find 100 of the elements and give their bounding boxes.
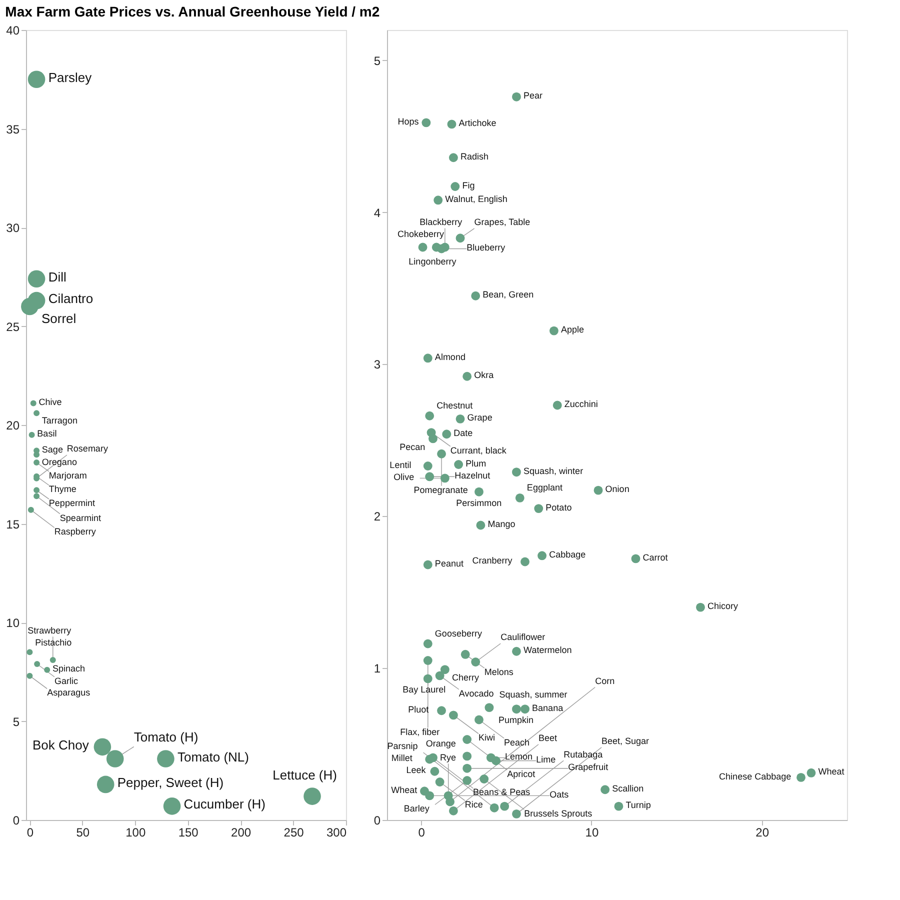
annotation: Pistachio: [35, 637, 72, 648]
annotation: Pomegranate: [414, 484, 468, 495]
annotation: Beet, Sugar: [602, 736, 650, 746]
annotation: Peanut: [434, 558, 464, 569]
annotation: Radish: [460, 151, 489, 162]
annotation: Okra: [474, 370, 494, 380]
annotation: Cabbage: [549, 549, 586, 560]
annotation: Peppermint: [48, 498, 96, 508]
x-tick-label: 50: [76, 826, 90, 840]
annotation: Sage: [42, 444, 63, 454]
y-tick-label: 15: [6, 517, 20, 532]
annotation: Mango: [488, 519, 516, 530]
annotation: Fig: [462, 180, 475, 190]
annotation: Chinese Cabbage: [719, 771, 792, 782]
annotation: Scallion: [612, 783, 644, 794]
annotation: Apricot: [507, 769, 536, 780]
annotation: Blueberry: [466, 242, 506, 253]
annotation: Millet: [391, 753, 413, 764]
annotation: Basil: [37, 428, 57, 439]
annotation: Pear: [524, 90, 543, 101]
y-tick-label: 35: [6, 122, 20, 136]
y-tick-label: 3: [374, 358, 381, 372]
annotation: Oregano: [42, 456, 77, 467]
annotation: Garlic: [54, 676, 78, 686]
annotation: Pepper, Sweet (H): [117, 774, 224, 790]
annotation: Squash, winter: [524, 466, 584, 476]
y-tick-label: 25: [6, 320, 20, 334]
annotation: Bay Laurel: [402, 684, 446, 695]
annotation: Bok Choy: [32, 737, 90, 752]
annotation: Cilantro: [48, 291, 94, 306]
chart-title: Max Farm Gate Prices vs. Annual Greenhouse Yield / m2: [5, 4, 380, 20]
y-tick-label: 10: [6, 616, 20, 630]
annotation: Chive: [38, 397, 62, 408]
annotation: Olive: [394, 472, 414, 482]
annotation: Rosemary: [66, 444, 108, 454]
annotation: Lingonberry: [408, 256, 457, 266]
y-tick-label: 30: [6, 221, 20, 235]
annotation: Wheat: [818, 766, 845, 777]
annotation: Artichoke: [458, 118, 496, 128]
annotation: Orange: [426, 738, 456, 748]
annotation: Squash, summer: [499, 690, 568, 700]
annotation: Rutabaga: [564, 749, 603, 760]
annotation: Raspberry: [54, 526, 96, 537]
y-tick-label: 1: [374, 662, 381, 676]
x-tick-label: 200: [231, 826, 252, 840]
annotation: Lime: [536, 754, 556, 765]
annotation: Spearmint: [60, 512, 102, 523]
annotation: Wheat: [391, 784, 418, 795]
x-tick-label: 150: [178, 826, 199, 840]
x-tick-label: 0: [26, 826, 34, 840]
annotation: Carrot: [642, 552, 668, 563]
y-tick-label: 0: [12, 814, 20, 828]
annotation: Gooseberry: [434, 628, 482, 638]
annotation: Lentil: [390, 460, 412, 470]
annotation: Almond: [434, 352, 466, 362]
annotation: Pluot: [408, 704, 430, 714]
annotation: Banana: [532, 702, 564, 713]
annotation: Pecan: [400, 442, 426, 452]
annotation: Potato: [546, 502, 572, 512]
x-tick-label: 250: [284, 826, 304, 840]
y-tick-label: 4: [374, 206, 381, 220]
annotation: Spinach: [52, 664, 86, 674]
annotation: Asparagus: [47, 688, 91, 698]
annotation: Melons: [484, 667, 514, 678]
annotation: Marjoram: [48, 470, 87, 480]
annotation: Turnip: [626, 800, 651, 810]
annotation: Grapes, Table: [474, 217, 530, 228]
annotation: Flax, fiber: [400, 726, 440, 737]
annotation: Grape: [467, 412, 492, 423]
annotation: Tarragon: [42, 415, 78, 426]
annotation: Peach: [504, 737, 530, 748]
annotation: Cucumber (H): [184, 796, 266, 812]
x-tick-label: 300: [326, 826, 347, 840]
annotation: Plum: [466, 458, 486, 468]
y-tick-label: 5: [12, 714, 20, 729]
y-tick-label: 40: [6, 24, 20, 38]
annotation: Cauliflower: [500, 632, 546, 642]
annotation: Chestnut: [436, 400, 474, 410]
annotation: Grapefruit: [568, 762, 609, 772]
annotation: Dill: [48, 269, 66, 284]
annotation: Oats: [550, 790, 570, 800]
annotation: Chicory: [708, 601, 739, 612]
annotation: Walnut, English: [445, 194, 508, 204]
y-tick-label: 2: [374, 510, 381, 524]
annotation: Kiwi: [478, 732, 496, 743]
annotation: Avocado: [458, 688, 494, 698]
annotation: Thyme: [48, 484, 76, 494]
annotation: Persimmon: [456, 498, 502, 508]
annotation: Blackberry: [420, 216, 463, 227]
annotation: Currant, black: [450, 445, 507, 456]
annotation: Sorrel: [41, 310, 76, 326]
annotation: Bean, Green: [482, 290, 534, 300]
annotation: Rice: [464, 800, 483, 810]
annotation: Watermelon: [524, 645, 572, 656]
annotation: Onion: [605, 484, 630, 494]
y-tick-label: 20: [6, 418, 20, 432]
annotation: Lettuce (H): [272, 768, 337, 783]
annotation: Brussels Sprouts: [524, 808, 593, 819]
annotation: Tomato (NL): [177, 749, 250, 764]
annotation: Cherry: [452, 672, 480, 683]
